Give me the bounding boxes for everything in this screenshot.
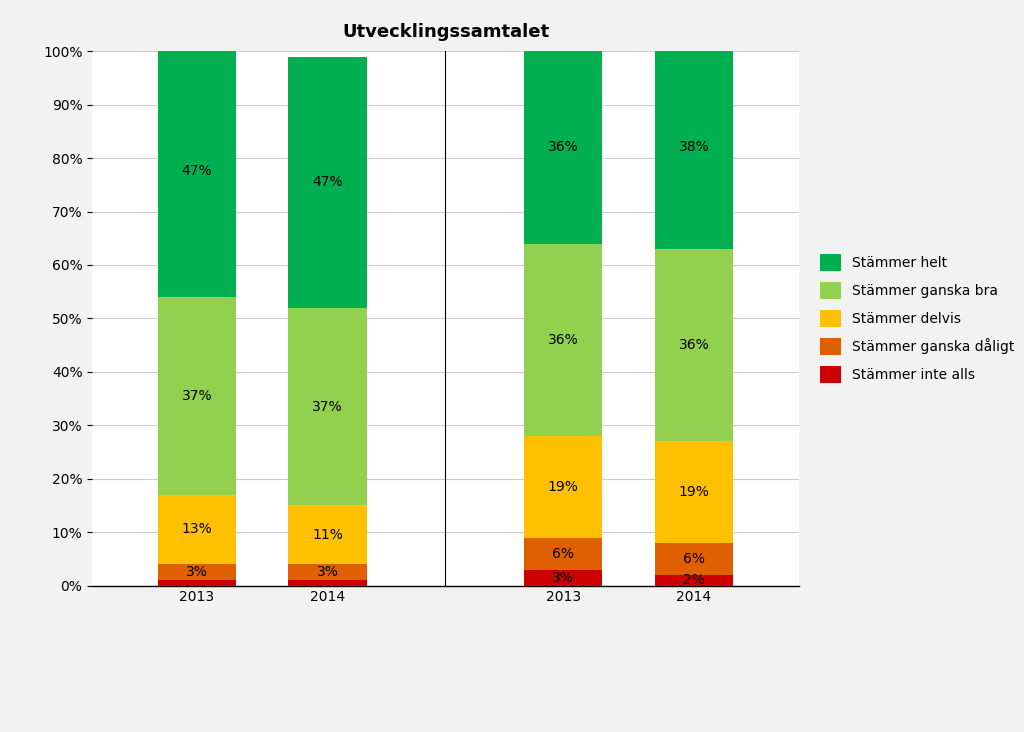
Bar: [654, 46, 733, 249]
Text: 47%: 47%: [312, 175, 343, 189]
Text: 38%: 38%: [679, 141, 710, 154]
Bar: [158, 46, 237, 297]
Text: 37%: 37%: [181, 389, 212, 403]
Text: 6%: 6%: [683, 552, 706, 566]
Text: 47%: 47%: [181, 165, 212, 179]
Bar: [158, 495, 237, 564]
Bar: [524, 51, 602, 244]
Bar: [654, 543, 733, 575]
Legend: Stämmer helt, Stämmer ganska bra, Stämmer delvis, Stämmer ganska dåligt, Stämmer: Stämmer helt, Stämmer ganska bra, Stämme…: [820, 254, 1014, 383]
Text: 11%: 11%: [312, 528, 343, 542]
Text: 13%: 13%: [181, 523, 212, 537]
Bar: [289, 307, 367, 505]
Text: 3%: 3%: [552, 570, 574, 585]
Bar: [524, 537, 602, 569]
Text: 3%: 3%: [316, 565, 339, 579]
Text: 36%: 36%: [548, 333, 579, 347]
Bar: [158, 580, 237, 586]
Bar: [289, 564, 367, 580]
Text: 2%: 2%: [683, 573, 705, 587]
Title: Utvecklingssamtalet: Utvecklingssamtalet: [342, 23, 549, 41]
Bar: [158, 564, 237, 580]
Text: 37%: 37%: [312, 400, 343, 414]
Text: 6%: 6%: [552, 547, 574, 561]
Bar: [158, 297, 237, 495]
Text: 36%: 36%: [548, 141, 579, 154]
Bar: [289, 580, 367, 586]
Bar: [654, 575, 733, 586]
Bar: [654, 249, 733, 441]
Text: 19%: 19%: [548, 479, 579, 494]
Bar: [524, 244, 602, 436]
Bar: [524, 436, 602, 537]
Bar: [289, 56, 367, 307]
Bar: [289, 505, 367, 564]
Text: 19%: 19%: [679, 485, 710, 499]
Text: 3%: 3%: [186, 565, 208, 579]
Bar: [524, 569, 602, 586]
Bar: [654, 441, 733, 543]
Text: 36%: 36%: [679, 338, 710, 352]
